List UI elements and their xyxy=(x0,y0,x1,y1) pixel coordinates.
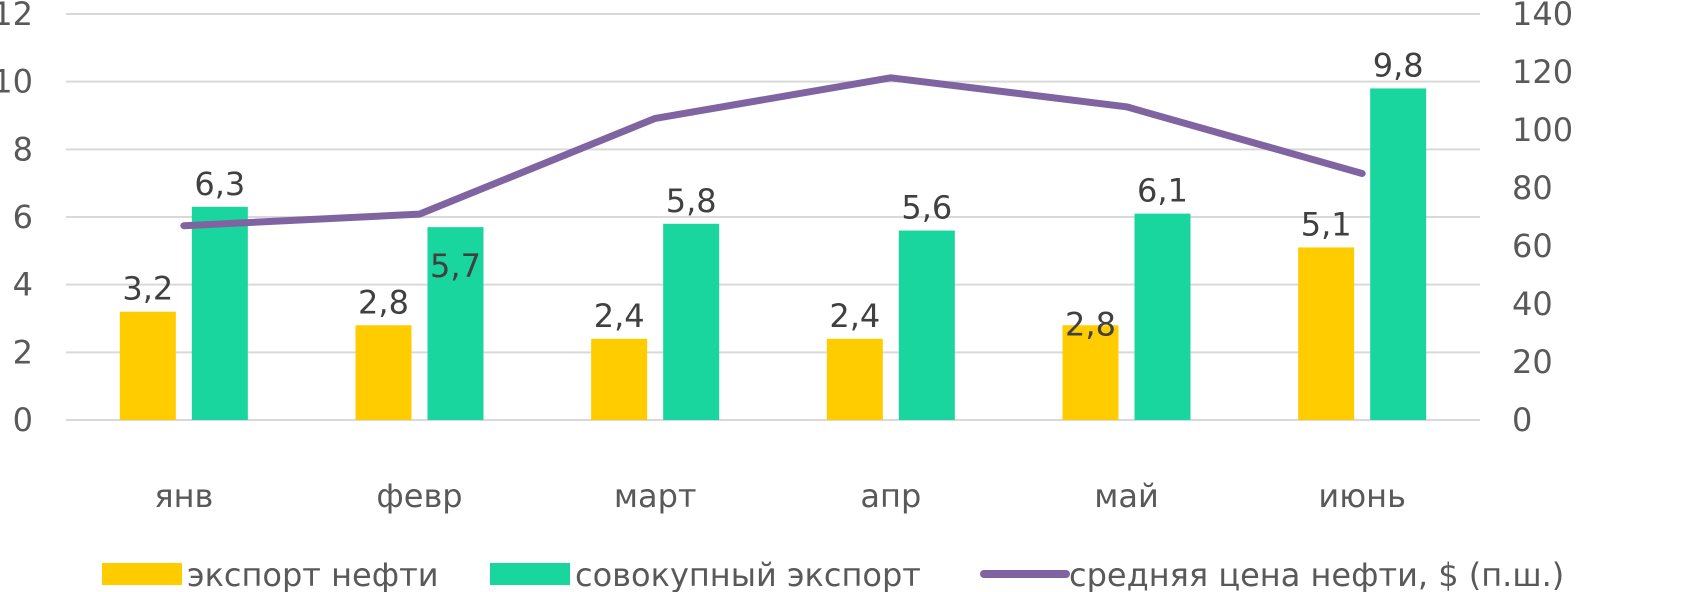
data-label: 5,1 xyxy=(1301,205,1352,243)
bars xyxy=(119,88,1427,420)
y-left-tick-label: 6 xyxy=(13,198,33,236)
y-right-tick-label: 120 xyxy=(1512,53,1573,91)
x-tick-label: март xyxy=(614,477,697,515)
y-left-tick-label: 0 xyxy=(13,401,33,439)
y-right-tick-label: 140 xyxy=(1512,0,1573,33)
bar-oil-export xyxy=(826,338,883,420)
data-label: 2,4 xyxy=(594,297,645,335)
legend: экспорт нефти совокупный экспорт средняя ц… xyxy=(102,556,1564,592)
bar-oil-export xyxy=(591,338,648,420)
legend-swatch xyxy=(490,563,570,585)
x-tick-label: февр xyxy=(376,477,462,515)
y-left-tick-label: 2 xyxy=(13,333,33,371)
y-left-tick-label: 10 xyxy=(0,63,33,101)
y-right-tick-label: 80 xyxy=(1512,169,1553,207)
data-label: 2,8 xyxy=(358,283,409,321)
data-label: 6,1 xyxy=(1137,172,1188,210)
bar-total-export xyxy=(1134,213,1191,420)
y-left-tick-label: 12 xyxy=(0,0,33,33)
price-line-path xyxy=(180,74,1366,230)
y-right-tick-label: 60 xyxy=(1512,227,1553,265)
x-tick-label: июнь xyxy=(1318,477,1406,515)
y-right-tick-label: 0 xyxy=(1512,401,1532,439)
data-label: 9,8 xyxy=(1373,46,1424,84)
data-label: 2,8 xyxy=(1065,305,1116,343)
price-line xyxy=(180,74,1366,230)
y-left-tick-label: 4 xyxy=(13,266,33,304)
legend-swatch xyxy=(102,563,182,585)
data-label: 6,3 xyxy=(194,165,245,203)
x-axis: янв февр март апр май июнь xyxy=(154,477,1406,515)
data-label: 3,2 xyxy=(122,270,173,308)
y-axis-left: 0 2 4 6 8 10 12 xyxy=(0,0,33,439)
legend-label: средняя цена нефти, $ (п.ш.) xyxy=(1069,556,1564,592)
x-tick-label: янв xyxy=(154,477,213,515)
legend-label: экспорт нефти xyxy=(187,556,439,592)
x-tick-label: май xyxy=(1094,477,1159,515)
bar-total-export xyxy=(191,206,248,420)
y-right-tick-label: 40 xyxy=(1512,285,1553,323)
bar-oil-export xyxy=(1298,247,1355,420)
bar-total-export xyxy=(898,230,955,420)
bar-oil-export xyxy=(355,325,412,420)
bar-oil-export xyxy=(119,311,176,420)
bar-total-export xyxy=(663,223,720,420)
data-labels: 3,2 2,8 2,4 2,4 2,8 5,1 6,3 5,7 5,8 5,6 6,1 9,8 xyxy=(122,46,1423,343)
y-axis-right: 0 20 40 60 80 100 120 140 xyxy=(1512,0,1573,439)
bar-total-export xyxy=(1370,88,1427,420)
bar-total-export xyxy=(427,227,484,420)
data-label: 5,8 xyxy=(666,182,717,220)
data-label: 2,4 xyxy=(829,297,880,335)
x-tick-label: апр xyxy=(860,477,921,515)
data-label: 5,7 xyxy=(430,247,481,285)
bar-oil-export xyxy=(1062,325,1119,420)
y-right-tick-label: 100 xyxy=(1512,111,1573,149)
legend-label: совокупный экспорт xyxy=(575,556,921,592)
data-label: 5,6 xyxy=(901,189,952,227)
y-right-tick-label: 20 xyxy=(1512,343,1553,381)
gridlines xyxy=(66,13,1480,421)
y-left-tick-label: 8 xyxy=(13,130,33,168)
